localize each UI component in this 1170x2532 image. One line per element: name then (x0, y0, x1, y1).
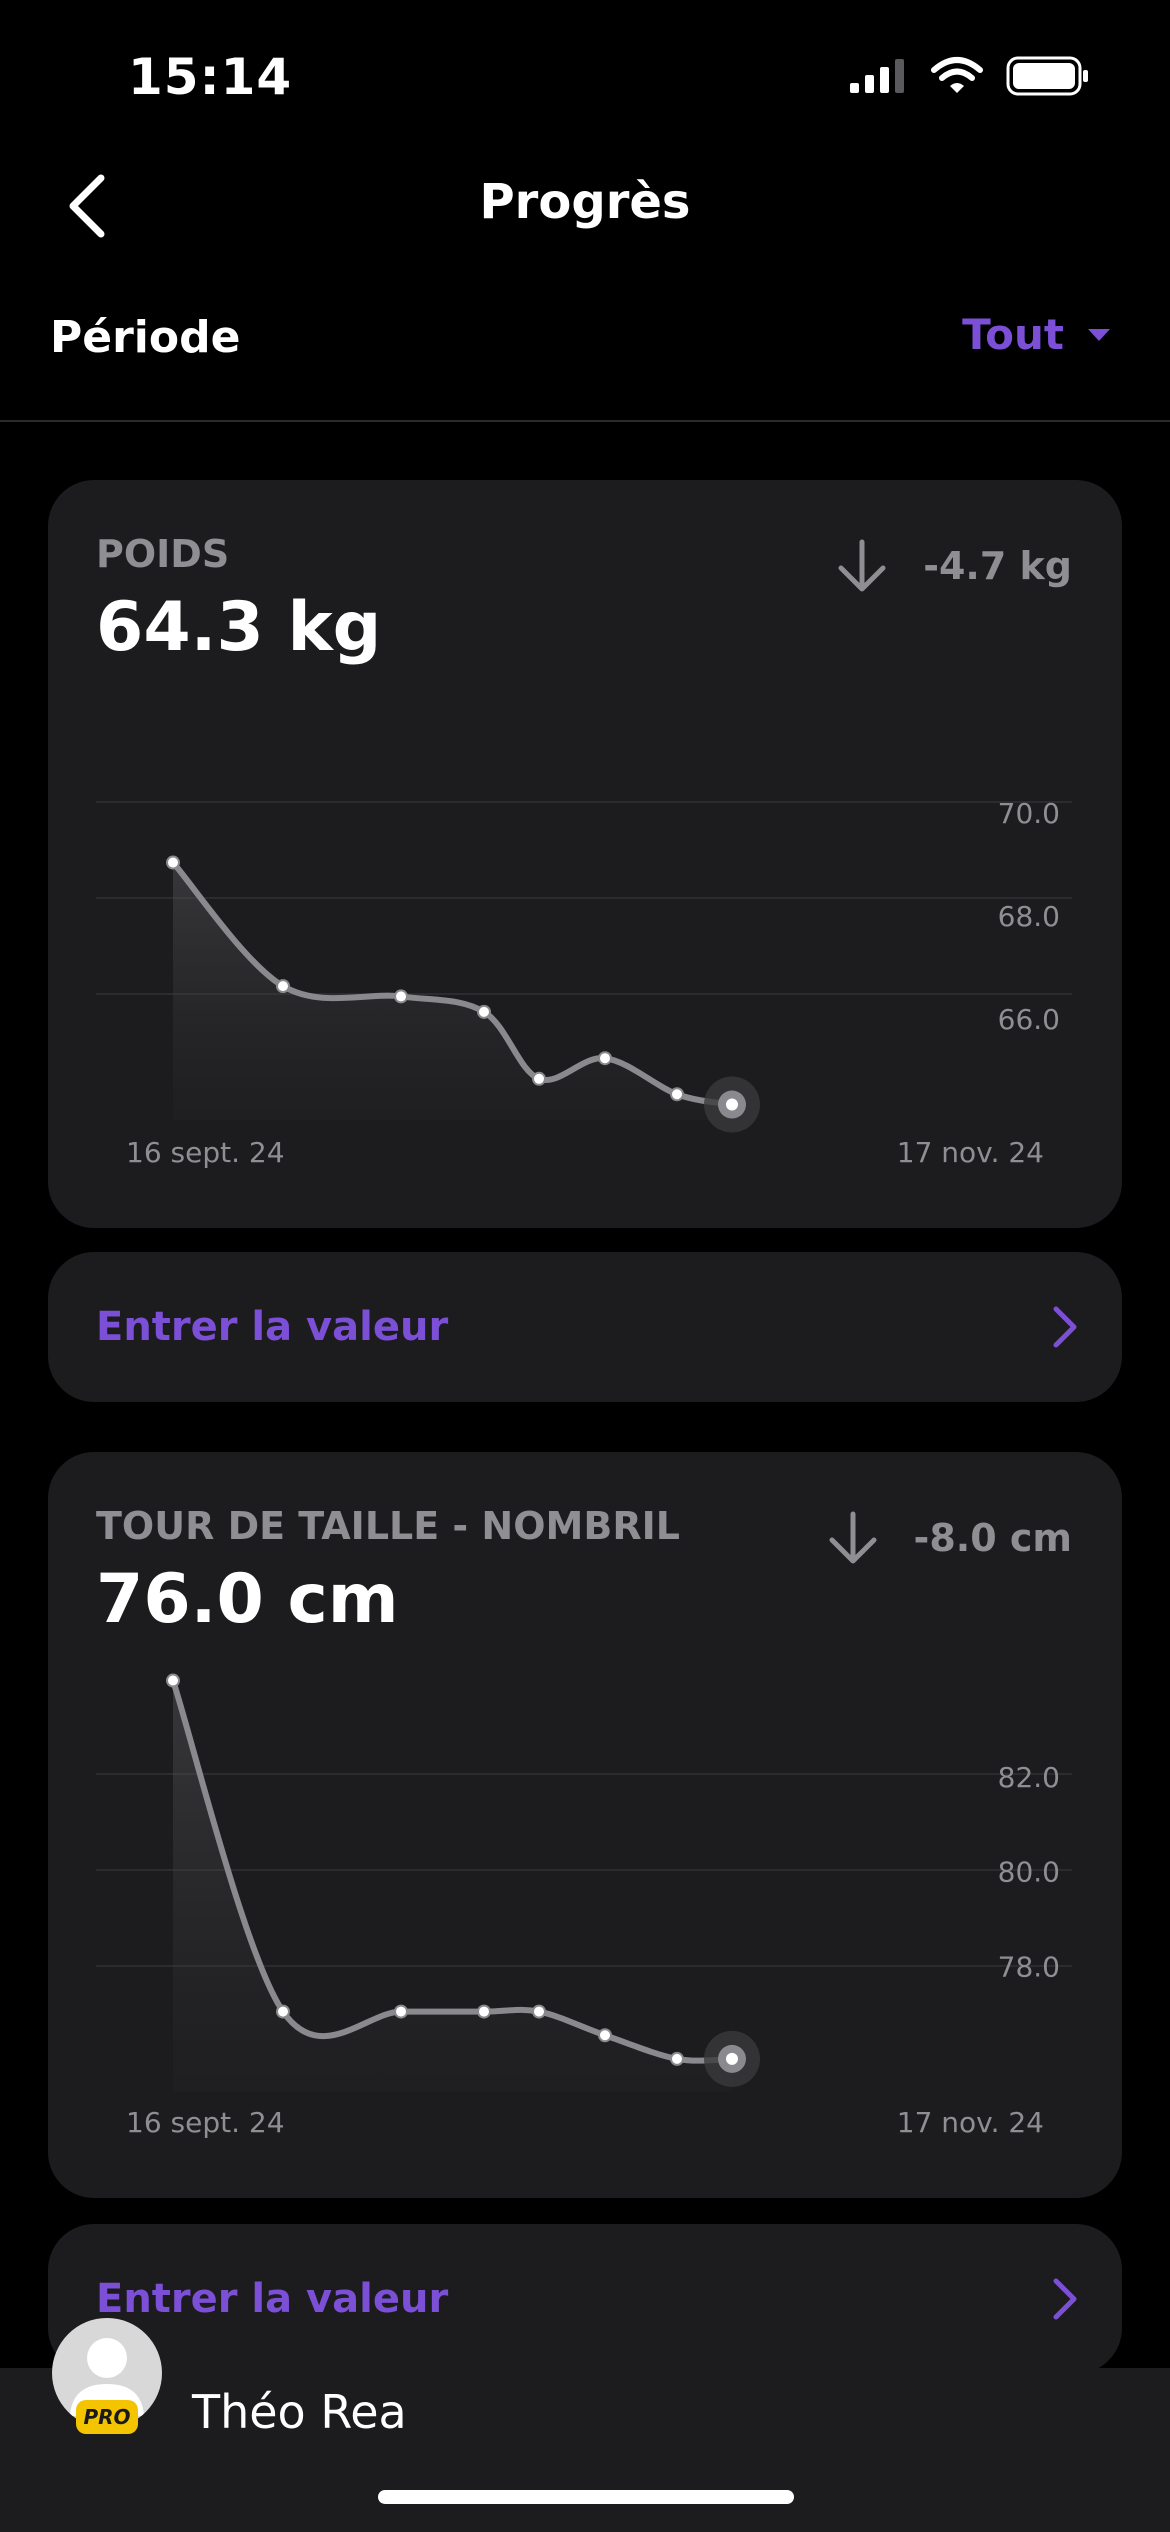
current-point-center (726, 1098, 738, 1111)
delta-value: -4.7 kg (923, 544, 1072, 588)
data-point (394, 2004, 408, 2019)
y-tick-label: 70.0 (998, 797, 1060, 830)
status-bar: 15:14 (0, 0, 1170, 150)
data-point (532, 2004, 546, 2019)
y-tick-label: 78.0 (998, 1950, 1060, 1983)
data-point (276, 979, 290, 994)
data-point (276, 2004, 290, 2019)
navigation-bar: Progrès (0, 150, 1170, 260)
series-area (173, 1680, 732, 2092)
data-point (166, 1673, 180, 1688)
end-date-label: 17 nov. 24 (897, 2106, 1044, 2139)
cellular-signal-icon (850, 59, 904, 93)
enter-value-button[interactable]: Entrer la valeur (48, 1252, 1122, 1402)
status-icons (848, 55, 1090, 97)
arrow-down-icon (829, 1511, 877, 1564)
period-dropdown[interactable]: Tout (962, 310, 1112, 359)
status-time: 15:14 (128, 48, 293, 106)
waist-card: TOUR DE TAILLE - NOMBRIL 76.0 cm -8.0 cm… (48, 1452, 1122, 2198)
wifi-icon (931, 57, 983, 93)
delta: -4.7 kg (835, 538, 1072, 594)
data-point (166, 855, 180, 870)
weight-card: POIDS 64.3 kg -4.7 kg 70.0 68.0 66.0 16 sep… (48, 480, 1122, 1228)
battery-icon (1006, 56, 1088, 96)
arrow-down-icon (838, 539, 886, 592)
card-label: POIDS (96, 532, 230, 576)
card-label: TOUR DE TAILLE - NOMBRIL (96, 1504, 680, 1548)
caret-down-icon (1088, 328, 1110, 341)
user-bar[interactable] (0, 2368, 1170, 2532)
weight-chart: 70.0 68.0 66.0 16 sept. 24 17 nov. 24 (96, 797, 1072, 1169)
start-date-label: 16 sept. 24 (126, 2106, 285, 2139)
data-point (598, 1051, 612, 1066)
enter-value-label: Entrer la valeur (96, 1304, 449, 1350)
data-point (477, 1004, 491, 1019)
y-tick-label: 82.0 (998, 1761, 1060, 1794)
chevron-right-icon (1053, 1306, 1077, 1348)
data-point (394, 989, 408, 1004)
data-point (670, 2051, 684, 2066)
start-date-label: 16 sept. 24 (126, 1136, 285, 1169)
current-point-center (726, 2052, 738, 2065)
enter-value-button[interactable]: Entrer la valeur (48, 2224, 1122, 2374)
card-value: 64.3 kg (96, 588, 382, 667)
series-line (170, 1677, 735, 2064)
data-point (598, 2028, 612, 2043)
waist-chart: 82.0 80.0 78.0 16 sept. 24 17 nov. 24 (96, 1673, 1072, 2139)
delta: -8.0 cm (826, 1510, 1072, 1566)
data-point (532, 1071, 546, 1086)
page-title: Progrès (479, 174, 691, 230)
data-point (477, 2004, 491, 2019)
delta-value: -8.0 cm (913, 1516, 1072, 1560)
period-label: Période (50, 312, 241, 363)
chevron-right-icon (1053, 2278, 1077, 2320)
enter-value-label: Entrer la valeur (96, 2276, 449, 2322)
period-value: Tout (962, 310, 1064, 359)
user-name: Théo Rea (192, 2385, 407, 2439)
y-tick-label: 68.0 (998, 900, 1060, 933)
back-chevron-icon[interactable] (55, 170, 125, 240)
data-point (670, 1087, 684, 1102)
card-value: 76.0 cm (96, 1560, 399, 1639)
end-date-label: 17 nov. 24 (897, 1136, 1044, 1169)
y-tick-label: 66.0 (998, 1003, 1060, 1036)
home-indicator (378, 2490, 794, 2504)
pro-badge: PRO (76, 2400, 138, 2434)
period-row: Période Tout (0, 290, 1170, 422)
y-tick-label: 80.0 (998, 1856, 1060, 1889)
series-area (173, 862, 732, 1120)
